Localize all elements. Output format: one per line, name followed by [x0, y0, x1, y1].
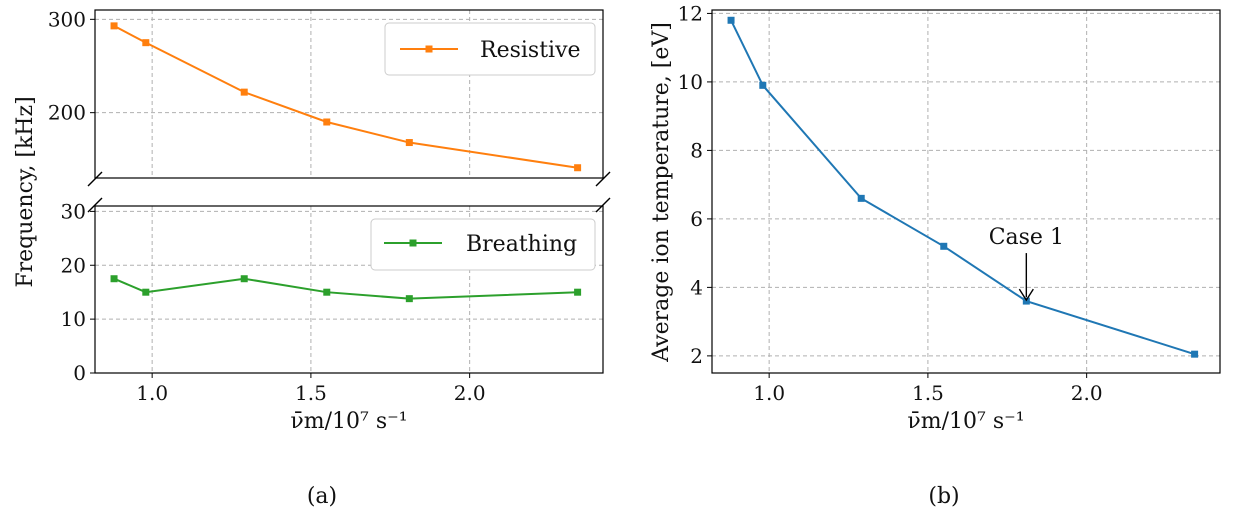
axes-frame-b [712, 10, 1220, 373]
subplot-b: 2 4 6 8 10 12 1.0 1.5 2.0 Case 1 Average ion te… [649, 1, 1220, 509]
y-axis-label-b: Average ion temperature, [eV] [649, 22, 674, 363]
caption-a: (a) [307, 484, 337, 509]
y-tick-label: 12 [678, 1, 703, 25]
data-point [111, 22, 118, 29]
annotation-text: Case 1 [989, 225, 1064, 250]
series-ion-temperature [728, 17, 1199, 358]
data-point [858, 195, 865, 202]
y-axis-label-a: Frequency, [kHz] [13, 96, 38, 287]
data-point [759, 82, 766, 89]
data-point [323, 289, 330, 296]
data-point [142, 289, 149, 296]
data-point [241, 275, 248, 282]
y-tick-label: 10 [678, 70, 703, 94]
data-point [406, 295, 413, 302]
x-tick-label: 2.0 [454, 381, 486, 405]
legend-breathing-marker [410, 240, 417, 247]
x-axis-label-b: ν̄m/10⁷ s⁻¹ [907, 409, 1024, 434]
data-point [406, 139, 413, 146]
x-tick-label: 1.5 [295, 381, 327, 405]
series-breathing [111, 275, 582, 302]
data-point [574, 164, 581, 171]
y-tick-label: 10 [61, 307, 86, 331]
y-tick-label: 20 [61, 253, 86, 277]
data-point [111, 275, 118, 282]
data-point [241, 89, 248, 96]
x-tick-label: 1.0 [136, 381, 168, 405]
legend-resistive-label: Resistive [480, 38, 581, 63]
data-point [574, 289, 581, 296]
x-tick-label: 1.5 [912, 381, 944, 405]
y-tick-label: 30 [61, 199, 86, 223]
data-point [940, 243, 947, 250]
x-tick-label: 1.0 [753, 381, 785, 405]
legend-breathing-label: Breathing [466, 232, 577, 257]
annotation-case-1: Case 1 [989, 225, 1064, 300]
y-tick-label: 2 [690, 344, 703, 368]
y-tick-label: 0 [73, 361, 86, 385]
x-ticks-a: 1.0 1.5 2.0 [136, 373, 485, 405]
y-tick-label: 6 [690, 207, 703, 231]
data-point [1191, 351, 1198, 358]
series-line [731, 20, 1195, 354]
legend-resistive-marker [426, 46, 433, 53]
x-tick-label: 2.0 [1071, 381, 1103, 405]
y-ticks-a-bottom: 0 10 20 30 [61, 199, 95, 385]
data-point [142, 39, 149, 46]
y-ticks-b: 2 4 6 8 10 12 [678, 1, 712, 367]
legend-resistive: Resistive [385, 23, 595, 75]
subplot-a: 200 300 0 10 20 30 1.0 1.5 2.0 Resistive Breat… [13, 7, 610, 509]
x-axis-label-a: ν̄m/10⁷ s⁻¹ [290, 409, 407, 434]
y-ticks-a-top: 200 300 [48, 7, 95, 124]
y-tick-label: 8 [690, 138, 703, 162]
x-ticks-b: 1.0 1.5 2.0 [753, 373, 1102, 405]
series-line [114, 279, 578, 299]
grid-b [712, 10, 1220, 373]
data-point [323, 119, 330, 126]
legend-breathing: Breathing [371, 219, 595, 270]
y-tick-label: 200 [48, 101, 86, 125]
caption-b: (b) [928, 484, 959, 509]
y-tick-label: 4 [690, 275, 703, 299]
y-tick-label: 300 [48, 7, 86, 31]
data-point [728, 17, 735, 24]
